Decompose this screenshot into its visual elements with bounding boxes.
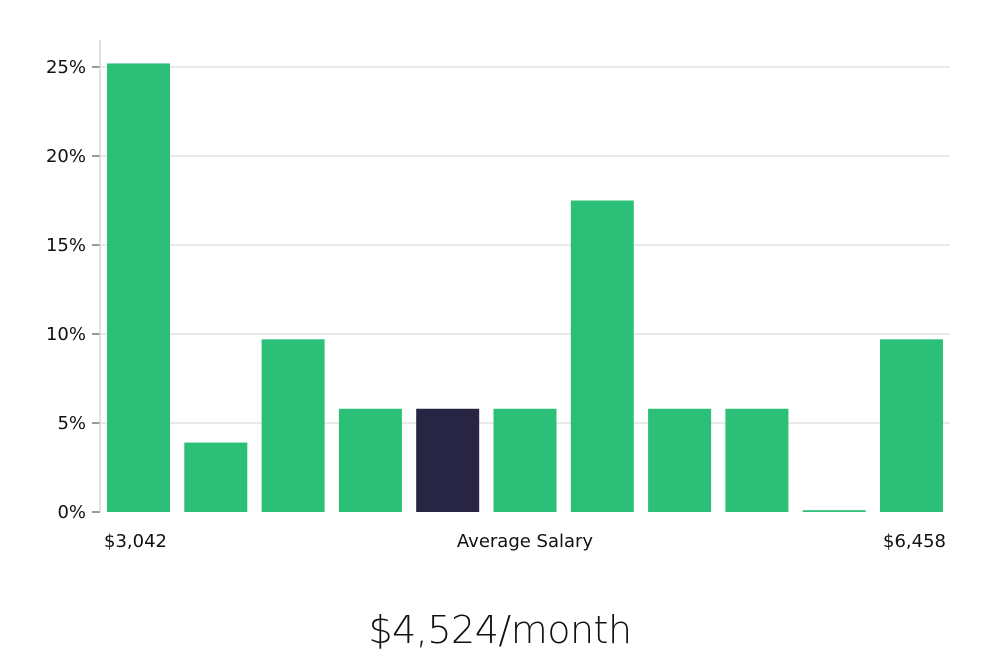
bars [107, 63, 943, 512]
y-axis: 0% 5% 10% 15% 20% 25% [46, 57, 100, 523]
y-tick-label: 10% [46, 324, 86, 345]
bar [261, 339, 325, 512]
bar [802, 510, 866, 512]
average-salary-headline: $4,524/month [368, 608, 632, 652]
x-axis-title: Average Salary [457, 531, 594, 552]
y-tick-label: 5% [57, 413, 86, 434]
gridlines [100, 66, 950, 424]
bar [570, 200, 634, 512]
bar [107, 63, 170, 512]
y-tick-label: 25% [46, 57, 86, 78]
x-label-min: $3,042 [104, 531, 167, 552]
bar [880, 339, 943, 512]
bar [338, 408, 402, 512]
bar [493, 408, 557, 512]
bar-highlighted [416, 408, 480, 512]
y-tick-label: 20% [46, 146, 86, 167]
bar [184, 442, 248, 512]
bar [648, 408, 712, 512]
salary-histogram: 0% 5% 10% 15% 20% 25% $3,042 Average Salary $… [46, 40, 950, 552]
y-tick-label: 0% [57, 502, 86, 523]
y-tick-label: 15% [46, 235, 86, 256]
x-label-max: $6,458 [883, 531, 946, 552]
bar [725, 408, 789, 512]
